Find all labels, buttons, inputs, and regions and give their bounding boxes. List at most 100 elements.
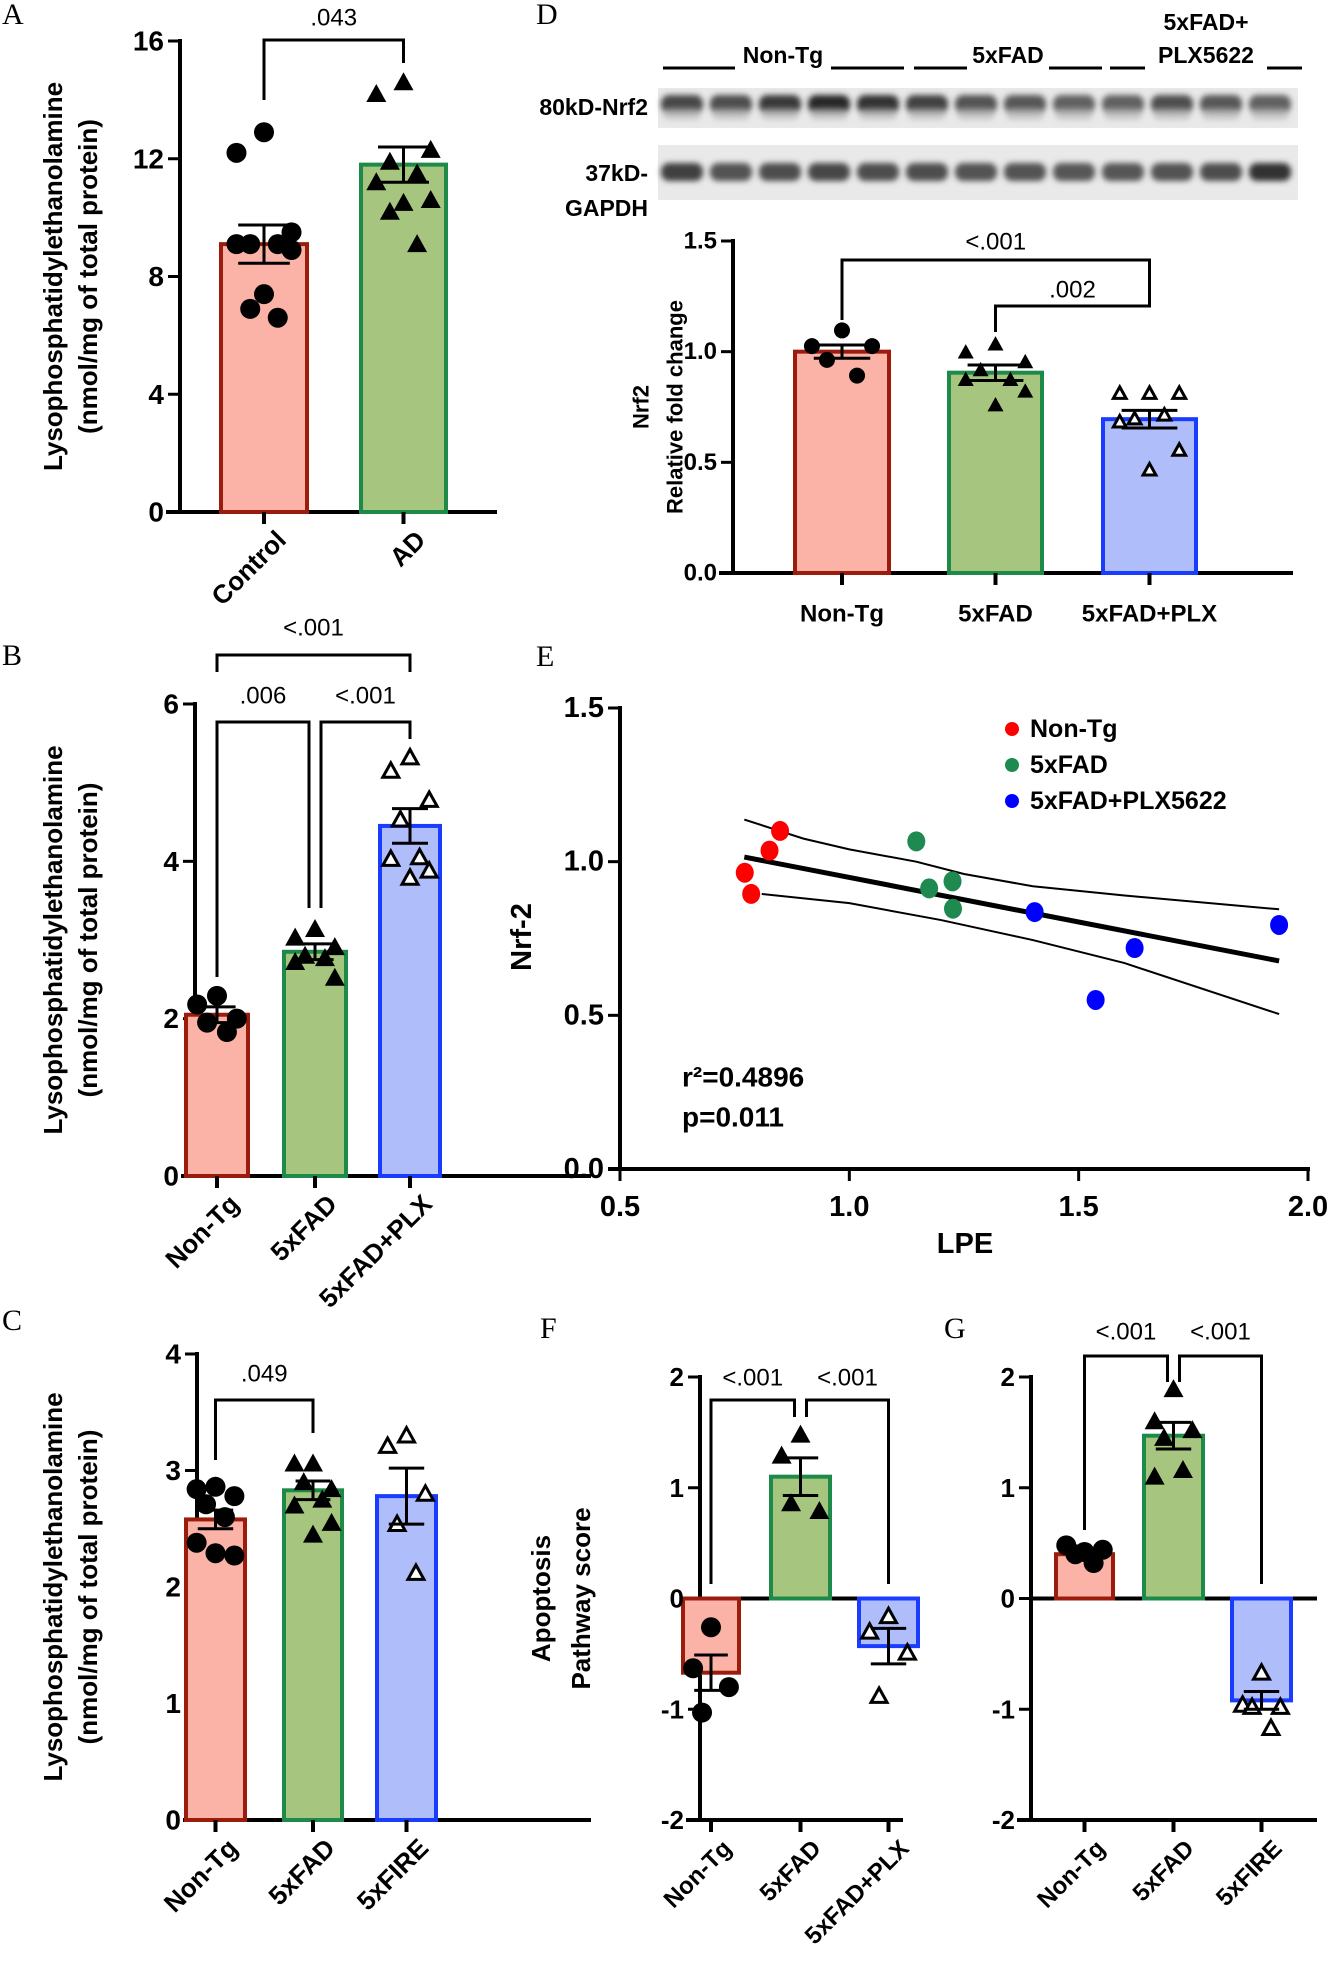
data-point	[943, 871, 962, 892]
x-axis-title: LPE	[937, 1228, 993, 1260]
blot-band	[710, 163, 752, 181]
bar-non-tg	[184, 1012, 250, 1178]
confidence-band-upper	[743, 818, 1280, 911]
data-point	[943, 898, 962, 919]
data-point-triangle	[1144, 1466, 1165, 1485]
blot-band	[759, 163, 801, 181]
data-point-circle	[254, 122, 274, 143]
data-point-triangle	[809, 1501, 830, 1520]
x-tick-label: Non-Tg	[158, 1833, 244, 1919]
data-point-circle	[224, 1545, 245, 1566]
data-point-open-triangle	[1110, 383, 1129, 400]
data-point-circle	[186, 1479, 207, 1500]
y-tick-label: 1	[670, 1473, 684, 1503]
legend-label: 5xFAD+PLX5622	[1030, 787, 1227, 815]
data-point-circle	[226, 142, 247, 163]
y-tick-label: -1	[661, 1694, 684, 1724]
data-point	[771, 820, 790, 841]
data-point	[742, 883, 761, 904]
x-tick-label: Control	[205, 525, 292, 612]
data-point-open-triangle	[1250, 1661, 1273, 1681]
panel-label-a: A	[2, 0, 24, 31]
bar-chart-c	[183, 1352, 591, 1832]
data-point-triangle	[324, 967, 345, 986]
blot-band-lower	[1104, 108, 1142, 120]
blot-band-lower	[761, 108, 799, 120]
data-point-open-triangle	[1140, 460, 1159, 477]
y-tick-label: -1	[992, 1694, 1015, 1724]
bar-ad	[359, 162, 448, 514]
blot-band-lower	[908, 108, 946, 120]
significance-bracket	[709, 1398, 796, 1584]
data-point-triangle	[321, 1479, 342, 1498]
blot-band-lower	[1055, 108, 1093, 120]
panel-label-e: E	[536, 640, 554, 673]
data-point-open-triangle	[377, 1434, 399, 1454]
y-axis-title: Lysophosphatidylethanolamine	[38, 745, 68, 1134]
data-point-triangle	[393, 192, 414, 211]
x-tick-label: 2.0	[1288, 1191, 1328, 1223]
data-point-open-triangle	[414, 1482, 436, 1502]
data-point-triangle	[957, 344, 974, 359]
y-tick-label: 0	[163, 1161, 179, 1192]
p-value-label: .006	[240, 683, 287, 710]
blot-band	[1151, 163, 1193, 181]
significance-bracket	[1178, 1354, 1263, 1584]
blot-band-lower	[663, 108, 701, 120]
data-point-open-triangle	[399, 746, 421, 766]
y-tick-label: 6	[163, 689, 179, 720]
x-tick-label: 5xFAD	[1128, 1835, 1200, 1907]
data-point-circle	[849, 367, 866, 384]
data-point-circle	[683, 1658, 704, 1679]
y-tick-label: 12	[133, 143, 164, 174]
data-point-circle	[718, 1677, 739, 1698]
regression-line	[743, 854, 1280, 964]
blot-band-lower	[1251, 108, 1289, 120]
bar-5xfad	[282, 949, 348, 1178]
data-point-circle	[834, 322, 850, 339]
bar-non-tg	[793, 349, 891, 575]
y-tick-label: 1.5	[684, 228, 717, 255]
bar-chart-a	[166, 38, 497, 524]
y-axis-title: Nrf2	[629, 385, 654, 429]
legend-marker	[1005, 758, 1019, 772]
blot-band	[808, 163, 850, 181]
data-point-open-triangle	[877, 1605, 900, 1625]
data-point-triangle	[1144, 1411, 1165, 1430]
data-point-triangle	[285, 952, 306, 971]
data-point-triangle	[420, 189, 441, 208]
bar-5xfad	[1142, 1433, 1205, 1601]
bar-5xfire	[1230, 1596, 1293, 1703]
x-tick-label: AD	[384, 525, 432, 573]
blot-group-label: Non-Tg	[743, 42, 823, 68]
panel-label-d: D	[536, 0, 558, 31]
data-point-open-triangle	[418, 788, 440, 808]
p-value-label: <.001	[965, 229, 1026, 256]
y-axis-title: Nrf-2	[506, 903, 538, 971]
data-point-triangle	[972, 361, 989, 377]
x-tick-label: 5xFAD	[262, 1833, 340, 1911]
data-point-circle	[214, 1507, 235, 1528]
y-tick-label: 4	[163, 846, 179, 877]
significance-bracket	[262, 38, 405, 100]
y-tick-label: 16	[133, 26, 164, 57]
data-point-open-triangle	[380, 759, 402, 779]
blot-band	[857, 163, 899, 181]
p-value-label: <.001	[335, 683, 396, 710]
data-point	[920, 878, 939, 899]
x-tick-label: 1.5	[1059, 1191, 1099, 1223]
y-tick-label: 0	[1001, 1584, 1015, 1614]
y-tick-label: 0.5	[684, 449, 717, 476]
blot-band	[661, 163, 703, 181]
data-point	[907, 831, 926, 852]
y-tick-label: 0.0	[684, 560, 717, 587]
y-tick-label: 1.5	[564, 692, 604, 724]
data-point	[735, 862, 754, 883]
bar-chart-g	[1017, 1354, 1317, 1832]
data-point-circle	[1065, 1544, 1086, 1565]
y-tick-label: 2	[670, 1362, 684, 1392]
data-point-circle	[240, 298, 261, 319]
blot-band	[1102, 163, 1144, 181]
